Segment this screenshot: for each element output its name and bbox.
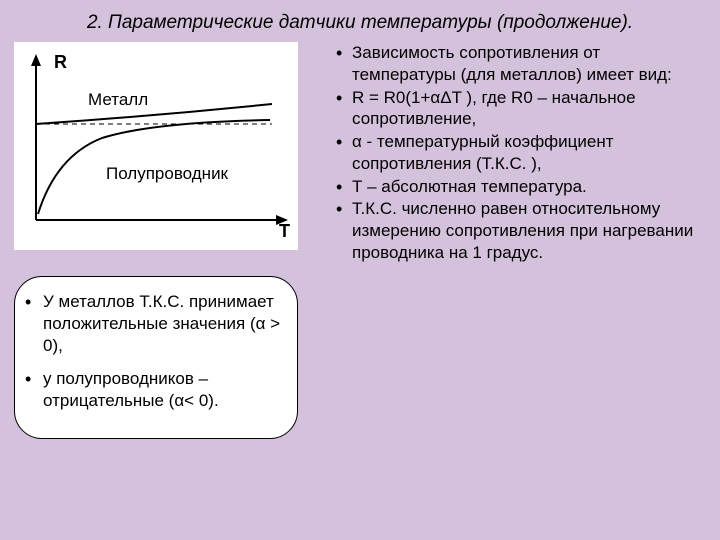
main-item: Т.К.С. численно равен относительному изм… <box>330 198 706 263</box>
main-list: Зависимость сопротивления от температуры… <box>330 42 706 264</box>
main-item: Зависимость сопротивления от температуры… <box>330 42 706 86</box>
content-area: R Металл Полупроводник T У металлов Т.К.… <box>0 42 720 439</box>
notes-box: У металлов Т.К.С. принимает положительны… <box>14 276 298 439</box>
x-axis-label: T <box>279 221 290 242</box>
main-item: α - температурный коэффициент сопротивле… <box>330 131 706 175</box>
graph-svg <box>14 42 298 250</box>
main-item: Т – абсолютная температура. <box>330 176 706 198</box>
main-item: R = R0(1+αΔT ), где R0 – начальное сопро… <box>330 87 706 131</box>
note-item: у полупроводников – отрицательные (α< 0)… <box>21 368 285 412</box>
y-arrowhead <box>31 54 41 66</box>
note-item: У металлов Т.К.С. принимает положительны… <box>21 291 285 356</box>
metal-label: Металл <box>88 90 148 110</box>
left-column: R Металл Полупроводник T У металлов Т.К.… <box>14 42 324 439</box>
resistance-graph: R Металл Полупроводник T <box>14 42 298 250</box>
page-title: 2. Параметрические датчики температуры (… <box>0 0 720 42</box>
semiconductor-label: Полупроводник <box>106 164 228 184</box>
notes-list: У металлов Т.К.С. принимает положительны… <box>21 291 285 412</box>
right-column: Зависимость сопротивления от температуры… <box>324 42 706 439</box>
y-axis-label: R <box>54 52 67 73</box>
